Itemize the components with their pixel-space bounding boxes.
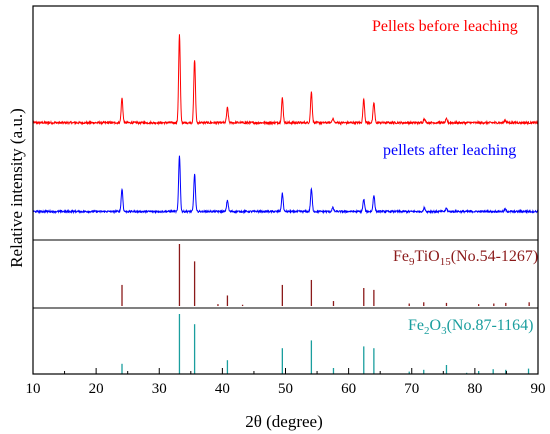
y-axis-title: Relative intensity (a.u.): [7, 108, 26, 268]
x-tick-label-40: 40: [215, 381, 230, 397]
x-tick-label-60: 60: [341, 381, 356, 397]
ref1-sub1: 2: [424, 325, 430, 337]
reference-label-fe2o3: Fe2O3(No.87-1164): [408, 317, 534, 337]
series-line-1: [32, 155, 539, 215]
ref0-mid: TiO: [415, 248, 440, 265]
x-axis-title: 2θ (degree): [245, 412, 323, 431]
ref1-sub2: 3: [441, 325, 447, 337]
ref1-main: Fe: [408, 317, 424, 334]
x-tick-label-30: 30: [152, 381, 167, 397]
ref1-mid: O: [430, 317, 442, 334]
series-line-0: [32, 34, 539, 126]
reference-label-fe9tio15: Fe9TiO15(No.54-1267): [393, 248, 538, 268]
ref0-main: Fe: [393, 248, 409, 265]
ref0-sub2: 15: [440, 256, 452, 268]
x-tick-label-70: 70: [404, 381, 419, 397]
x-tick-label-10: 10: [26, 381, 41, 397]
ref1-tail: (No.87-1164): [447, 317, 534, 334]
x-tick-label-20: 20: [89, 381, 104, 397]
series-label-before: Pellets before leaching: [372, 18, 518, 35]
axis-layer: 10 20 30 40 50 60 70 80 90: [26, 5, 546, 397]
series-label-after: pellets after leaching: [383, 142, 516, 159]
reference-layer: [121, 244, 530, 374]
series-layer: [32, 34, 539, 215]
x-tick-label-80: 80: [467, 381, 482, 397]
ref0-sub1: 9: [409, 256, 415, 268]
x-tick-label-90: 90: [531, 381, 546, 397]
x-tick-label-50: 50: [278, 381, 293, 397]
ref0-tail: (No.54-1267): [451, 248, 539, 265]
